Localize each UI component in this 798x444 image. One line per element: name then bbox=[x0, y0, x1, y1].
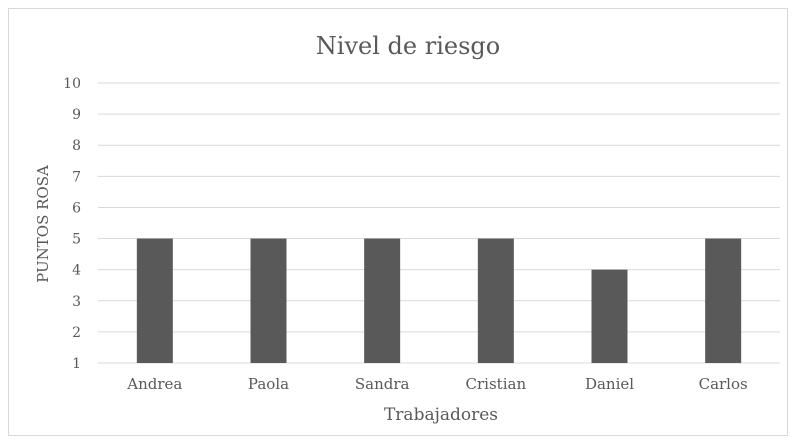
x-tick-label: Daniel bbox=[585, 375, 634, 393]
bar-paola bbox=[250, 238, 287, 363]
y-axis-label: PUNTOS ROSA bbox=[34, 165, 52, 283]
y-tick-label: 4 bbox=[72, 263, 81, 279]
y-tick-label: 9 bbox=[72, 107, 81, 123]
y-tick-label: 6 bbox=[72, 200, 81, 216]
x-tick-label: Paola bbox=[248, 375, 289, 393]
y-tick-label: 3 bbox=[72, 294, 81, 310]
x-tick-label: Carlos bbox=[699, 375, 748, 393]
y-tick-label: 7 bbox=[72, 169, 81, 185]
chart-title: Nivel de riesgo bbox=[316, 32, 500, 60]
y-tick-label: 10 bbox=[63, 76, 81, 92]
x-tick-label: Andrea bbox=[126, 375, 182, 393]
y-tick-label: 1 bbox=[72, 356, 81, 372]
bar-daniel bbox=[591, 269, 628, 363]
y-tick-label: 8 bbox=[72, 138, 81, 154]
bars bbox=[136, 238, 742, 363]
gridlines bbox=[98, 82, 780, 364]
y-axis-ticks: 1 2 3 4 5 6 7 8 9 10 bbox=[63, 76, 81, 372]
y-tick-label: 5 bbox=[72, 232, 81, 248]
x-axis-ticks: Andrea Paola Sandra Cristian Daniel Carlos bbox=[126, 375, 747, 393]
x-tick-label: Sandra bbox=[355, 375, 410, 393]
bar-sandra bbox=[364, 238, 401, 363]
bar-carlos bbox=[705, 238, 742, 363]
bar-andrea bbox=[136, 238, 173, 363]
bar-cristian bbox=[477, 238, 514, 363]
y-tick-label: 2 bbox=[72, 325, 81, 341]
x-tick-label: Cristian bbox=[466, 375, 527, 393]
x-axis-label: Trabajadores bbox=[384, 405, 498, 425]
chart-frame bbox=[8, 8, 788, 436]
